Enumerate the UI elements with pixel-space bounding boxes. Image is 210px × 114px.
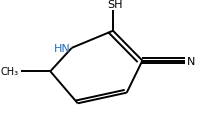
Text: SH: SH xyxy=(107,0,123,10)
Text: HN: HN xyxy=(54,43,71,53)
Text: CH₃: CH₃ xyxy=(1,67,19,77)
Text: N: N xyxy=(186,56,195,66)
